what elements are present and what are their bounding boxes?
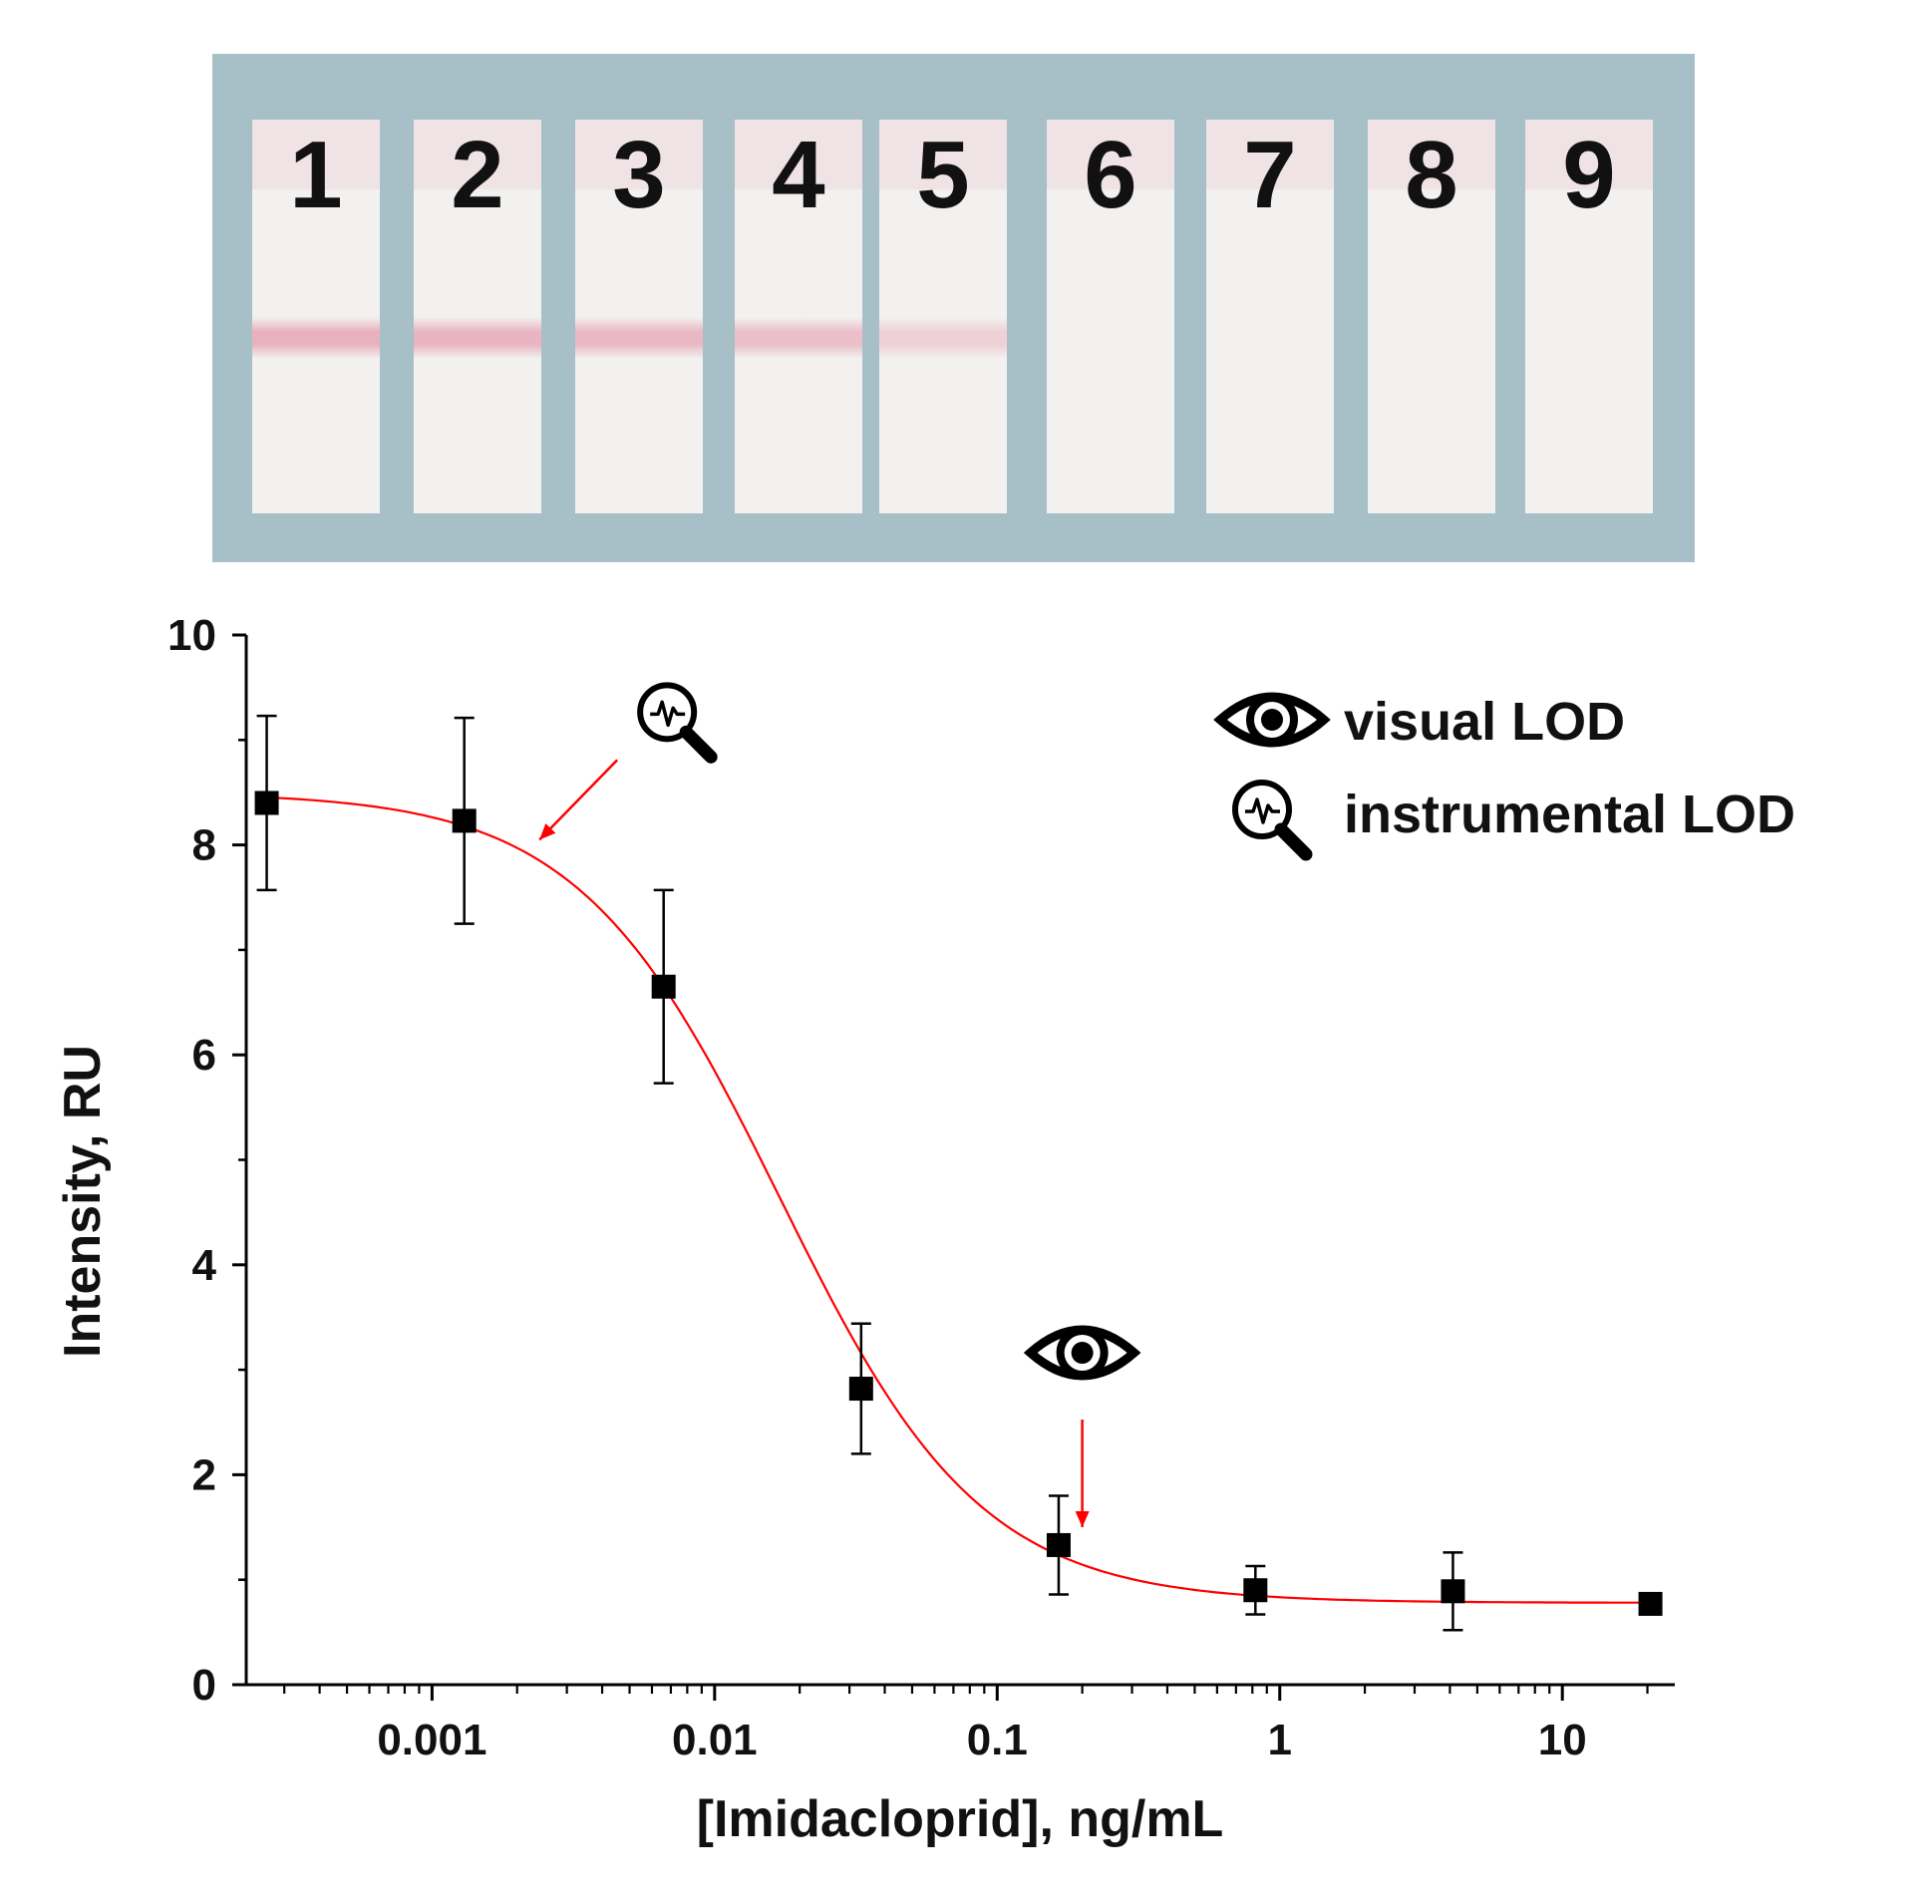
- legend-item-visual: visual LOD: [1220, 692, 1625, 752]
- magnifier-signal-icon: [1235, 783, 1306, 854]
- y-tick-label: 8: [192, 821, 216, 870]
- lod-annotations: [538, 685, 1134, 1528]
- legend: visual LOD instrumental LOD: [1220, 692, 1795, 854]
- strip-number: 8: [1405, 122, 1457, 228]
- strip-number: 1: [289, 122, 342, 228]
- strip-number: 5: [916, 122, 969, 228]
- strip-tint: [879, 120, 1007, 189]
- test-strip: 2: [414, 120, 541, 513]
- y-tick-label: 6: [192, 1031, 216, 1080]
- strip-test-line: [252, 317, 380, 359]
- instrumental-lod-arrow: [538, 759, 619, 841]
- data-point: [1441, 1579, 1465, 1604]
- data-point: [651, 974, 676, 999]
- visual-lod-arrow: [1075, 1420, 1090, 1528]
- eye-icon: [1220, 697, 1324, 743]
- data-point: [452, 808, 477, 833]
- error-bars: [256, 714, 1463, 1632]
- strip-body: [252, 120, 380, 513]
- legend-label-visual: visual LOD: [1344, 692, 1625, 752]
- test-strip: 7: [1206, 120, 1334, 513]
- test-strip: 9: [1525, 120, 1653, 513]
- x-tick-label: 0.001: [377, 1716, 486, 1764]
- strip-number: 9: [1562, 122, 1615, 228]
- strip-number: 3: [612, 122, 665, 228]
- x-tick-label: 10: [1538, 1716, 1587, 1764]
- strip-test-line: [879, 317, 1007, 359]
- strip-tint: [1368, 120, 1495, 189]
- strip-body: [414, 120, 541, 513]
- strip-body: [575, 120, 703, 513]
- strip-number: 4: [772, 122, 824, 228]
- data-point: [1243, 1578, 1268, 1603]
- magnifier-signal-icon: [640, 685, 711, 757]
- strip-test-line: [735, 317, 862, 359]
- test-strip: 3: [575, 120, 703, 513]
- test-strip: 4: [735, 120, 862, 513]
- strip-number: 2: [451, 122, 503, 228]
- y-tick-label: 4: [192, 1241, 217, 1290]
- test-strip: 6: [1047, 120, 1174, 513]
- strip-tint: [414, 120, 541, 189]
- chart: 0 2 4 6 8 10 0.001 0.01 0.1 1 10 [Imidacloprid], n…: [54, 611, 1795, 1848]
- ticks: [232, 633, 1649, 1701]
- tick-labels: 0 2 4 6 8 10 0.001 0.01 0.1 1 10: [167, 611, 1587, 1764]
- eye-icon: [1031, 1330, 1134, 1376]
- test-strip: 5: [879, 120, 1007, 513]
- data-point: [1638, 1591, 1663, 1616]
- strip-body: [1525, 120, 1653, 513]
- test-strip: 1: [252, 120, 380, 513]
- x-tick-label: 0.1: [967, 1716, 1028, 1764]
- strip-tint: [1206, 120, 1334, 189]
- strip-test-line: [414, 317, 541, 359]
- strip-tint: [735, 120, 862, 189]
- data-markers: [254, 791, 1663, 1616]
- y-tick-label: 2: [192, 1450, 216, 1499]
- y-tick-label: 0: [192, 1661, 216, 1710]
- strip-tint: [1047, 120, 1174, 189]
- test-strip: 8: [1368, 120, 1495, 513]
- x-tick-label: 1: [1268, 1716, 1292, 1764]
- data-point: [254, 791, 279, 815]
- x-axis-title: [Imidacloprid], ng/mL: [697, 1790, 1224, 1848]
- strip-number: 6: [1084, 122, 1136, 228]
- strip-body: [735, 120, 862, 513]
- y-tick-label: 10: [167, 611, 216, 660]
- data-point: [848, 1377, 873, 1402]
- strip-tint: [252, 120, 380, 189]
- strip-tint: [1525, 120, 1653, 189]
- data-point: [1046, 1532, 1071, 1557]
- x-tick-label: 0.01: [672, 1716, 758, 1764]
- strip-body: [1206, 120, 1334, 513]
- strip-body: [1368, 120, 1495, 513]
- strip-body: [1047, 120, 1174, 513]
- y-axis-title: Intensity, RU: [54, 1045, 112, 1358]
- strip-body: [879, 120, 1007, 513]
- strip-test-line: [575, 317, 703, 359]
- fit-curve: [266, 795, 1651, 1604]
- legend-label-instrumental: instrumental LOD: [1344, 785, 1795, 844]
- strip-tint: [575, 120, 703, 189]
- legend-item-instrumental: instrumental LOD: [1235, 783, 1795, 854]
- strip-number: 7: [1243, 122, 1296, 228]
